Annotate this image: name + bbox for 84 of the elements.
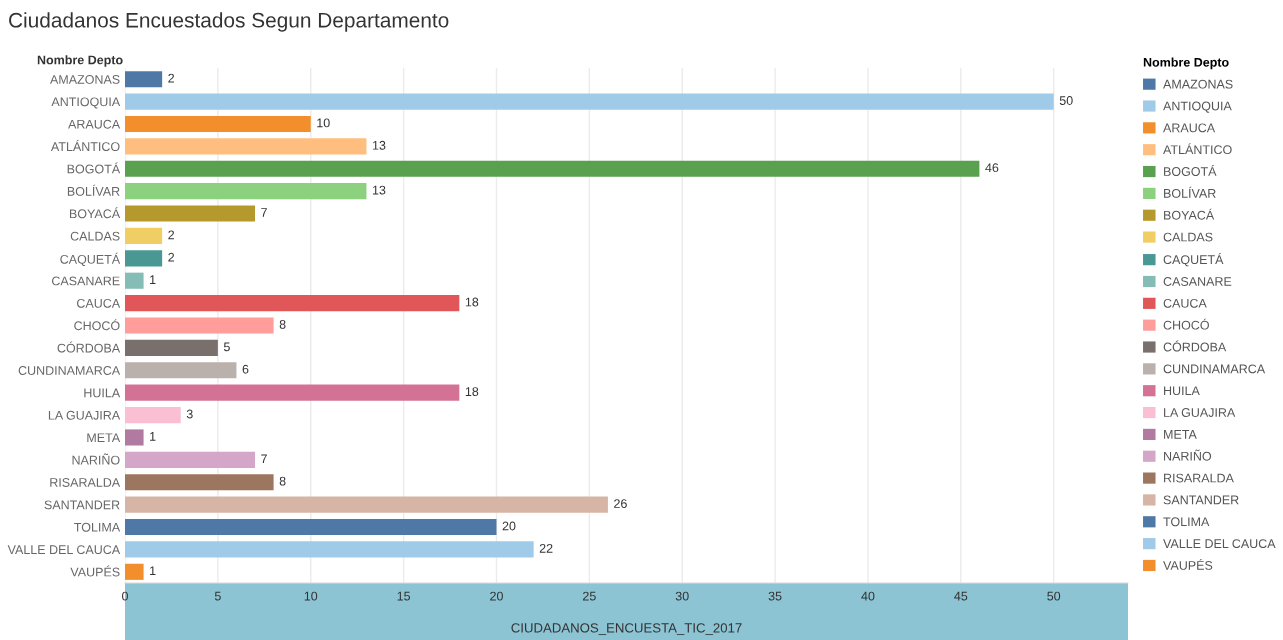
- x-tick-label: 20: [490, 591, 503, 601]
- legend-label: ANTIOQUIA: [1163, 101, 1232, 113]
- y-tick-label: BOGOTÁ: [67, 162, 121, 174]
- legend-label: CÓRDOBA: [1163, 340, 1227, 352]
- legend-label: NARIÑO: [1164, 449, 1212, 461]
- y-tick-label: LA GUAJIRA: [48, 410, 121, 420]
- y-tick-label: META: [87, 433, 121, 442]
- y-tick-label: ANTIOQUIA: [51, 97, 121, 109]
- legend-title: Nombre Depto: [1143, 57, 1229, 70]
- legend-label: BOYACÁ: [1164, 208, 1215, 220]
- legend-label: CALDAS: [1163, 232, 1213, 242]
- legend-label: CAQUETÁ: [1163, 253, 1224, 267]
- y-tick-label: CAQUETÁ: [60, 252, 121, 266]
- x-tick-label: 5: [214, 591, 221, 601]
- y-tick-label: SANTANDER: [44, 500, 120, 510]
- chart-title: Ciudadanos Encuestados Segun Departamento: [9, 12, 449, 32]
- data-label: 2: [168, 252, 175, 262]
- data-label: 10: [317, 118, 330, 128]
- x-tick-label: 30: [675, 591, 689, 601]
- y-tick-label: BOYACÁ: [69, 207, 121, 219]
- legend-label: RISARALDA: [1164, 473, 1234, 483]
- y-tick-label: CASANARE: [52, 276, 120, 286]
- legend-label: META: [1164, 430, 1197, 439]
- data-label: 8: [279, 320, 286, 329]
- legend-label: CASANARE: [1163, 277, 1232, 286]
- data-label: 46: [985, 163, 999, 173]
- legend-label: ATLÁNTICO: [1163, 143, 1232, 155]
- data-label: 50: [1059, 96, 1073, 105]
- data-label: 18: [465, 387, 479, 397]
- legend-label: CAUCA: [1163, 298, 1207, 308]
- data-label: 6: [242, 364, 249, 374]
- data-label: 18: [465, 297, 479, 307]
- data-label: 2: [168, 230, 175, 240]
- y-tick-label: BOLÍVAR: [67, 184, 120, 196]
- legend-label: CHOCÓ: [1163, 318, 1209, 330]
- y-tick-label: ARAUCA: [68, 119, 121, 129]
- data-label: 3: [186, 409, 193, 419]
- data-label: 7: [261, 454, 267, 464]
- data-label: 1: [150, 275, 156, 284]
- data-label: 22: [539, 543, 553, 553]
- data-label: 8: [279, 476, 286, 486]
- y-tick-label: CALDAS: [70, 231, 120, 241]
- legend-label: ARAUCA: [1163, 123, 1216, 133]
- data-label: 1: [150, 566, 156, 576]
- x-tick-label: 0: [122, 591, 128, 601]
- legend-label: HUILA: [1164, 386, 1200, 396]
- legend-label: CUNDINAMARCA: [1163, 364, 1266, 374]
- x-tick-label: 40: [861, 591, 875, 601]
- data-label: 2: [168, 73, 175, 83]
- y-tick-label: AMAZONAS: [50, 75, 120, 84]
- x-axis-title: CIUDADANOS_ENCUESTA_TIC_2017: [511, 623, 742, 636]
- data-label: 13: [372, 185, 386, 195]
- x-tick-label: 45: [954, 591, 968, 601]
- data-label: 7: [261, 208, 267, 217]
- x-tick-label: 15: [397, 591, 411, 601]
- x-tick-label: 10: [304, 591, 318, 601]
- x-tick-label: 50: [1047, 591, 1061, 601]
- legend-label: TOLIMA: [1163, 517, 1210, 527]
- legend-label: VALLE DEL CAUCA: [1163, 539, 1276, 549]
- y-tick-label: CÓRDOBA: [57, 341, 121, 353]
- y-tick-label: HUILA: [84, 388, 121, 398]
- data-label: 5: [223, 342, 230, 352]
- legend-label: SANTANDER: [1163, 495, 1239, 505]
- y-tick-label: ATLÁNTICO: [50, 140, 120, 152]
- data-label: 26: [614, 499, 627, 508]
- legend-label: VAUPÉS: [1163, 558, 1213, 570]
- y-tick-label: VALLE DEL CAUCA: [7, 545, 121, 555]
- y-tick-label: CAUCA: [77, 298, 121, 308]
- y-tick-label: CHOCÓ: [74, 319, 120, 331]
- legend-label: AMAZONAS: [1163, 79, 1233, 89]
- y-tick-label: TOLIMA: [74, 522, 121, 532]
- y-tick-label: VAUPÉS: [70, 565, 120, 577]
- data-label: 13: [372, 140, 386, 150]
- legend-label: BOGOTÁ: [1164, 164, 1217, 176]
- y-tick-label: CUNDINAMARCA: [18, 366, 121, 375]
- y-tick-label: RISARALDA: [50, 478, 121, 487]
- y-tick-label: NARIÑO: [72, 453, 120, 465]
- x-tick-label: 35: [768, 591, 782, 601]
- legend-label: LA GUAJIRA: [1164, 408, 1236, 417]
- y-axis-title: Nombre Depto: [37, 55, 123, 67]
- legend-label: BOLÍVAR: [1164, 186, 1216, 198]
- x-tick-label: 25: [583, 591, 596, 601]
- data-label: 1: [150, 432, 156, 441]
- data-label: 20: [502, 521, 516, 531]
